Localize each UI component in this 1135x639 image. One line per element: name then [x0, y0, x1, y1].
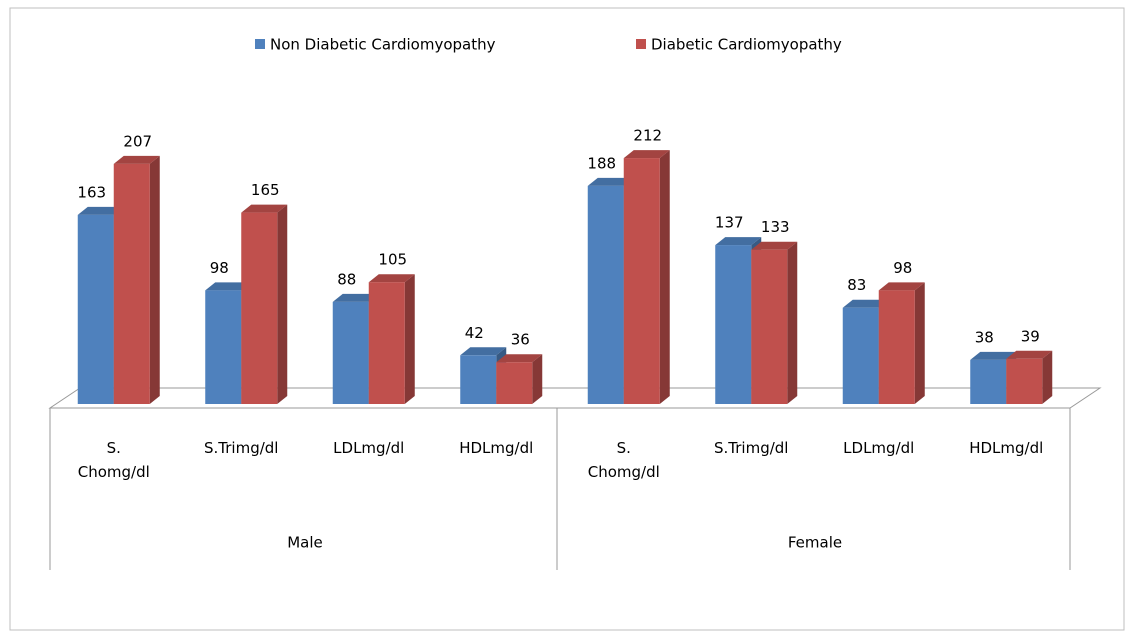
bar — [623, 150, 670, 404]
x-tick-label: LDLmg/dl — [333, 439, 405, 457]
bar-front — [715, 245, 752, 404]
legend-swatch — [636, 39, 646, 49]
data-label: 137 — [715, 214, 744, 232]
bar-side — [659, 150, 670, 404]
x-tick-label: S. Chomg/dl — [587, 439, 660, 481]
x-tick-label: S.Trimg/dl — [714, 439, 789, 457]
bar-side — [532, 354, 543, 404]
bar-top — [623, 150, 670, 159]
bar — [368, 274, 415, 404]
x-tick-label: LDLmg/dl — [843, 439, 915, 457]
x-tick-label: HDLmg/dl — [459, 439, 534, 457]
bar — [751, 241, 798, 404]
bar-top — [715, 237, 762, 246]
data-label: 98 — [210, 259, 229, 277]
bar-front — [205, 290, 242, 404]
bar-front — [970, 359, 1007, 404]
data-label: 165 — [251, 181, 280, 199]
data-label: 88 — [337, 270, 356, 288]
bar-front — [496, 362, 533, 404]
legend-label: Diabetic Cardiomyopathy — [651, 36, 842, 54]
bar-top — [460, 347, 507, 356]
data-label: 42 — [465, 324, 484, 342]
chart-border — [9, 7, 1125, 631]
data-label: 133 — [761, 218, 790, 236]
bar-top — [1006, 350, 1053, 359]
bar-front — [751, 249, 788, 404]
bar-top — [751, 241, 798, 250]
bar-top — [205, 282, 252, 291]
data-label: 105 — [378, 251, 407, 269]
data-label: 163 — [77, 183, 106, 201]
bar-front — [113, 163, 150, 404]
data-label: 212 — [633, 127, 662, 145]
x-tick-label: HDLmg/dl — [969, 439, 1044, 457]
bar-front — [241, 212, 278, 404]
data-label: 39 — [1021, 327, 1040, 345]
bar-top — [241, 204, 288, 213]
bar-top — [368, 274, 415, 283]
group-label: Female — [788, 534, 842, 552]
x-tick-label: S.Trimg/dl — [204, 439, 279, 457]
data-label: 38 — [975, 328, 994, 346]
x-tick-label: S. Chomg/dl — [77, 439, 150, 481]
bar-front — [878, 290, 915, 404]
bar-top — [496, 354, 543, 363]
data-label: 36 — [511, 331, 530, 349]
bar-top — [332, 293, 379, 302]
bar-side — [149, 155, 160, 404]
bar-front — [77, 214, 114, 404]
bar-front — [623, 158, 660, 404]
bar-top — [587, 177, 634, 186]
bar — [496, 354, 543, 404]
group-label: Male — [287, 534, 323, 552]
bar-side — [404, 274, 415, 404]
bar-side — [1042, 350, 1053, 404]
bar-front — [842, 307, 879, 404]
bar-top — [842, 299, 889, 308]
bar-top — [113, 155, 160, 164]
bar-top — [77, 206, 124, 215]
bar — [1006, 350, 1053, 404]
legend-label: Non Diabetic Cardiomyopathy — [270, 36, 496, 54]
bar-side — [787, 241, 798, 404]
bar-top — [970, 351, 1017, 360]
legend-swatch — [255, 39, 265, 49]
bar-front — [1006, 358, 1043, 404]
bar — [113, 155, 160, 404]
bar-front — [460, 355, 497, 404]
data-label: 83 — [847, 276, 866, 294]
floor — [48, 387, 1102, 409]
bar-side — [277, 204, 288, 404]
bar-front — [368, 282, 405, 404]
bar-front — [587, 185, 624, 404]
data-label: 207 — [123, 132, 152, 150]
data-label: 98 — [893, 259, 912, 277]
bar-side — [914, 282, 925, 404]
data-label: 188 — [587, 154, 616, 172]
bar — [241, 204, 288, 404]
bar-front — [332, 301, 369, 404]
bar-top — [878, 282, 925, 291]
bar — [878, 282, 925, 404]
